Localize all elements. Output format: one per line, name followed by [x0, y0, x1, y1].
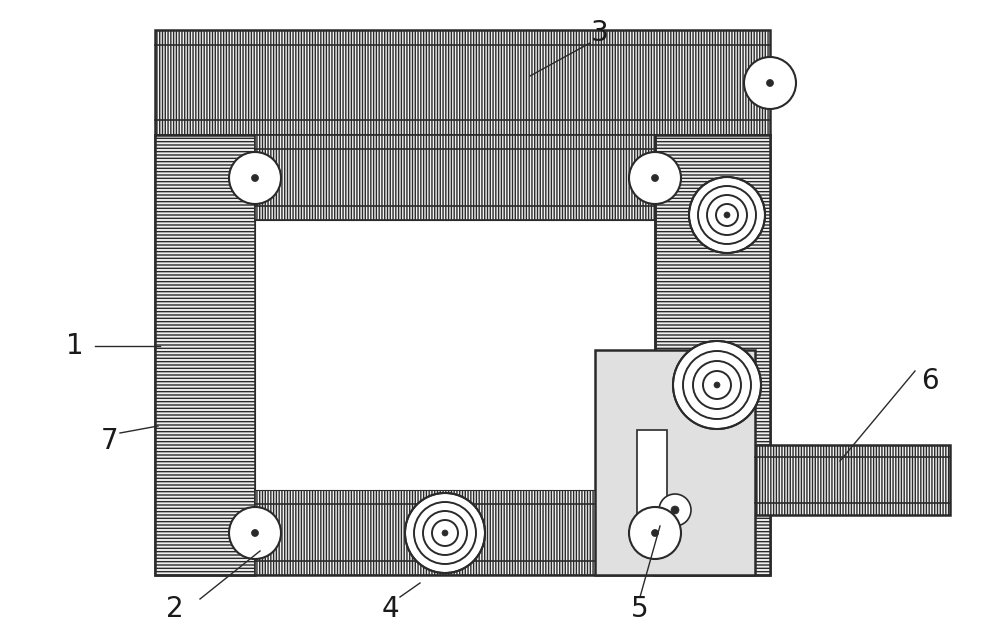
- Circle shape: [652, 174, 658, 181]
- Circle shape: [673, 341, 761, 429]
- Text: 5: 5: [631, 595, 649, 623]
- Bar: [755, 445, 950, 515]
- Circle shape: [744, 57, 796, 109]
- Circle shape: [652, 529, 658, 537]
- Circle shape: [724, 212, 730, 218]
- Circle shape: [252, 174, 259, 181]
- Circle shape: [229, 507, 281, 559]
- Bar: [255, 490, 655, 575]
- Bar: [155, 30, 770, 135]
- Text: 1: 1: [66, 332, 84, 360]
- Circle shape: [442, 530, 448, 536]
- Circle shape: [629, 507, 681, 559]
- Bar: [255, 135, 655, 220]
- Circle shape: [671, 506, 679, 514]
- Circle shape: [405, 493, 485, 573]
- Bar: [655, 135, 770, 575]
- Circle shape: [714, 382, 720, 388]
- Circle shape: [766, 79, 773, 87]
- Bar: [155, 135, 255, 575]
- Text: 4: 4: [381, 595, 399, 623]
- Text: 2: 2: [166, 595, 184, 623]
- Text: 6: 6: [921, 367, 939, 395]
- Circle shape: [659, 494, 691, 526]
- Bar: [595, 350, 755, 575]
- Circle shape: [229, 152, 281, 204]
- Text: 3: 3: [591, 19, 609, 47]
- Text: 7: 7: [101, 427, 119, 455]
- Circle shape: [252, 529, 259, 537]
- Bar: [255, 220, 655, 490]
- Bar: [637, 430, 667, 545]
- Circle shape: [689, 177, 765, 253]
- Bar: [155, 135, 770, 575]
- Circle shape: [629, 152, 681, 204]
